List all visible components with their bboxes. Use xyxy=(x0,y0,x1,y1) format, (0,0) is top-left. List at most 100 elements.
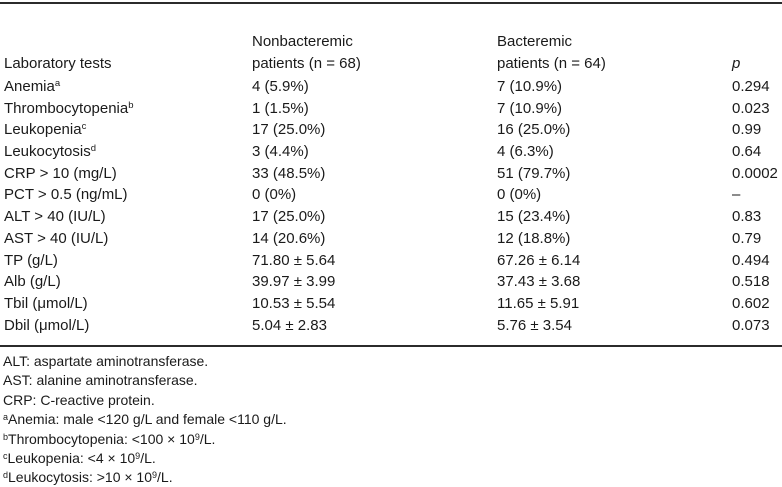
footnote-tail: /L. xyxy=(199,430,216,447)
table-top-rule xyxy=(0,2,782,4)
lab-test-label: Leukocytosisd xyxy=(4,141,252,163)
nonbacteremic-value: 14 (20.6%) xyxy=(252,229,326,247)
p-value: 0.023 xyxy=(732,99,770,117)
exponent: 9 xyxy=(152,470,158,481)
p-value: 0.073 xyxy=(732,316,770,334)
test-name: CRP > 10 (mg/L) xyxy=(4,164,117,182)
nonbacteremic-value: 3 (4.4%) xyxy=(252,143,309,161)
lab-test-label: ALT > 40 (IU/L) xyxy=(4,206,252,228)
footnote-marker: b xyxy=(128,99,134,111)
test-name: ALT > 40 (IU/L) xyxy=(4,208,106,226)
table-row: AST > 40 (IU/L) 14 (20.6%) 12 (18.8%) 0.… xyxy=(0,228,782,250)
p-value: 0.0002 xyxy=(732,164,778,182)
test-name: Alb (g/L) xyxy=(4,273,61,291)
test-name: AST > 40 (IU/L) xyxy=(4,229,109,247)
header-col2-line1: Nonbacteremic xyxy=(252,33,353,50)
bacteremic-value: 16 (25.0%) xyxy=(497,121,571,139)
header-laboratory-tests: Laboratory tests xyxy=(4,31,252,75)
table-body: Anemiaa 4 (5.9%) 7 (10.9%) 0.294 Thrombo… xyxy=(0,76,782,336)
header-p-label: p xyxy=(732,55,741,72)
footnote-leukopenia: cLeukopenia: <4 × 109/L. xyxy=(3,449,287,468)
table-footnotes: ALT: aspartate aminotransferase. AST: al… xyxy=(3,352,287,487)
header-nonbacteremic: Nonbacteremic patients (n = 68) xyxy=(252,31,497,75)
test-name: PCT > 0.5 (ng/mL) xyxy=(4,186,128,204)
test-name: Dbil (μmol/L) xyxy=(4,316,90,334)
p-value: 0.64 xyxy=(732,143,762,161)
lab-test-label: Alb (g/L) xyxy=(4,271,252,293)
header-spacer xyxy=(732,31,782,53)
footnote-marker: d xyxy=(3,470,9,481)
table-row: ALT > 40 (IU/L) 17 (25.0%) 15 (23.4%) 0.… xyxy=(0,206,782,228)
nonbacteremic-value: 17 (25.0%) xyxy=(252,208,326,226)
footnote-marker: a xyxy=(54,78,61,89)
lab-test-label: Dbil (μmol/L) xyxy=(4,315,252,337)
footnote-crp: CRP: C-reactive protein. xyxy=(3,391,287,410)
bacteremic-value: 15 (23.4%) xyxy=(497,208,571,226)
bacteremic-value: 4 (6.3%) xyxy=(497,143,554,161)
lab-test-label: AST > 40 (IU/L) xyxy=(4,228,252,250)
footnote-marker: c xyxy=(3,450,8,461)
bacteremic-value: 51 (79.7%) xyxy=(497,164,571,182)
footnote-marker: b xyxy=(3,431,9,442)
bacteremic-value: 7 (10.9%) xyxy=(497,78,563,95)
table-bottom-rule xyxy=(0,345,782,347)
bacteremic-value: 11.65 ± 5.91 xyxy=(497,294,580,312)
header-col3-line2: patients (n = 64) xyxy=(497,55,606,72)
lab-test-label: TP (g/L) xyxy=(4,250,252,272)
table-row: Anemiaa 4 (5.9%) 7 (10.9%) 0.294 xyxy=(0,76,782,98)
exponent: 9 xyxy=(194,431,200,442)
table-row: Thrombocytopeniab 1 (1.5%) 7 (10.9%) 0.0… xyxy=(0,98,782,120)
footnote-text: AST: alanine aminotransferase. xyxy=(3,372,198,389)
table-row: Alb (g/L) 39.97 ± 3.99 37.43 ± 3.68 0.51… xyxy=(0,271,782,293)
lab-test-label: Leukopeniac xyxy=(4,119,252,141)
table-row: Tbil (μmol/L) 10.53 ± 5.54 11.65 ± 5.91 … xyxy=(0,293,782,315)
header-bacteremic: Bacteremic patients (n = 64) xyxy=(497,31,732,75)
footnote-ast: AST: alanine aminotransferase. xyxy=(3,371,287,390)
p-value: 0.79 xyxy=(732,229,762,247)
footnote-tail: /L. xyxy=(140,449,156,466)
bacteremic-value: 37.43 ± 3.68 xyxy=(497,273,581,291)
footnote-text: Thrombocytopenia: <100 × 10 xyxy=(8,430,195,447)
footnote-tail: /L. xyxy=(157,469,173,486)
footnote-text: CRP: C-reactive protein. xyxy=(3,391,155,408)
p-value: 0.99 xyxy=(732,121,762,139)
lab-test-label: PCT > 0.5 (ng/mL) xyxy=(4,184,252,206)
footnote-text: ALT: aspartate aminotransferase. xyxy=(3,353,209,369)
header-col1-label: Laboratory tests xyxy=(4,55,112,72)
header-col3-line1: Bacteremic xyxy=(497,33,573,50)
p-value: – xyxy=(732,186,741,204)
header-p: p xyxy=(732,31,782,75)
table-row: TP (g/L) 71.80 ± 5.64 67.26 ± 6.14 0.494 xyxy=(0,250,782,272)
nonbacteremic-value: 1 (1.5%) xyxy=(252,99,309,117)
lab-test-label: Tbil (μmol/L) xyxy=(4,293,252,315)
footnote-text: Leukopenia: <4 × 10 xyxy=(7,449,136,466)
bacteremic-value: 7 (10.9%) xyxy=(497,99,563,117)
footnote-marker: c xyxy=(81,121,87,133)
test-name: Thrombocytopenia xyxy=(4,99,129,117)
test-name: TP (g/L) xyxy=(4,251,58,269)
p-value: 0.494 xyxy=(732,251,770,269)
bacteremic-value: 67.26 ± 6.14 xyxy=(497,251,581,269)
table-row: Leukocytosisd 3 (4.4%) 4 (6.3%) 0.64 xyxy=(0,141,782,163)
exponent: 9 xyxy=(135,450,141,461)
nonbacteremic-value: 10.53 ± 5.54 xyxy=(252,294,336,312)
p-value: 0.294 xyxy=(732,78,770,95)
nonbacteremic-value: 39.97 ± 3.99 xyxy=(252,273,336,291)
footnote-text: Anemia: male <120 g/L and female <110 g/… xyxy=(8,411,287,428)
footnote-marker: a xyxy=(3,412,9,423)
table-header: Laboratory tests Nonbacteremic patients … xyxy=(0,31,782,75)
table-row: Leukopeniac 17 (25.0%) 16 (25.0%) 0.99 xyxy=(0,119,782,141)
bacteremic-value: 12 (18.8%) xyxy=(497,229,571,247)
lab-test-label: Anemiaa xyxy=(4,76,252,98)
bacteremic-value: 5.76 ± 3.54 xyxy=(497,316,572,334)
test-name: Leukopenia xyxy=(4,121,82,139)
test-name: Leukocytosis xyxy=(4,143,91,161)
nonbacteremic-value: 71.80 ± 5.64 xyxy=(252,251,336,269)
header-spacer xyxy=(4,31,252,53)
p-value: 0.602 xyxy=(732,294,770,312)
footnote-alt: ALT: aspartate aminotransferase. xyxy=(3,352,287,371)
footnote-thrombocytopenia: bThrombocytopenia: <100 × 109/L. xyxy=(3,430,287,449)
header-col2-line2: patients (n = 68) xyxy=(252,55,361,72)
p-value: 0.518 xyxy=(732,273,770,291)
